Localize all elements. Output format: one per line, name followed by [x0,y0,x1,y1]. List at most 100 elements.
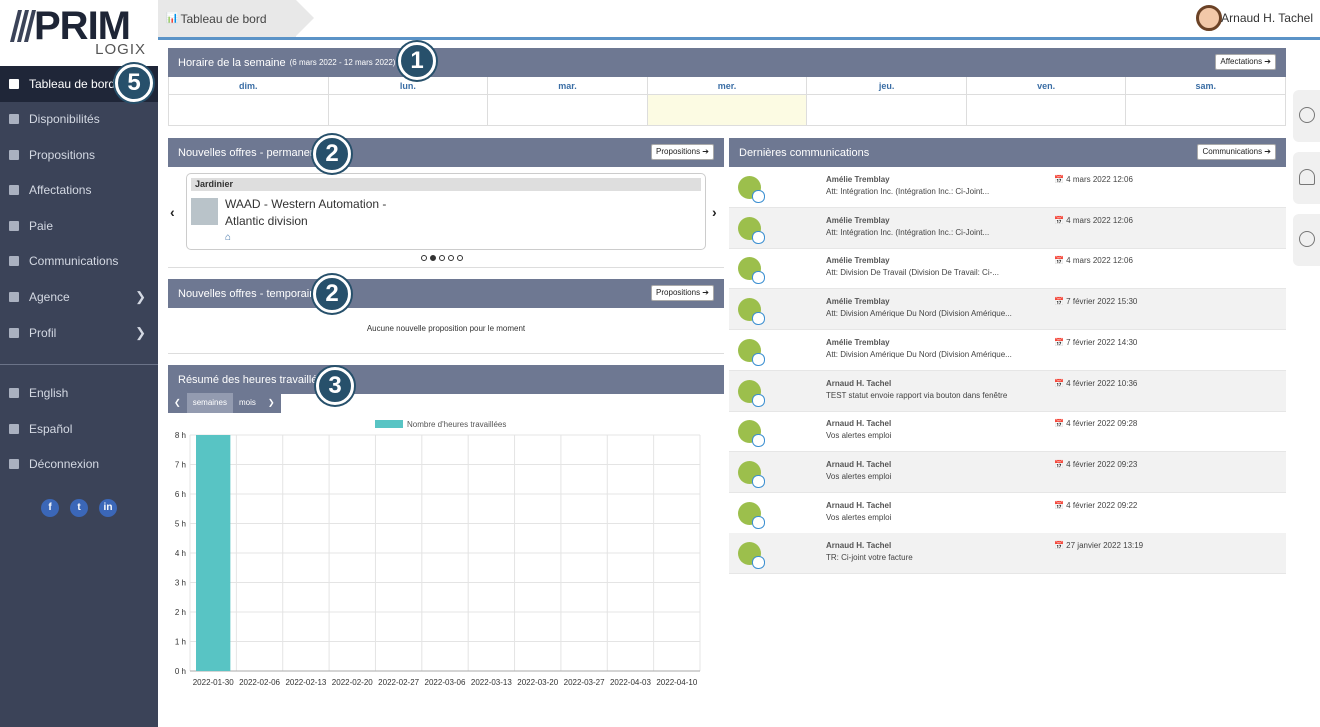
day-name: mar. [488,77,647,95]
assignments-button[interactable]: Affectations ➔ [1215,54,1276,70]
sidebar-item-pay[interactable]: Paie [0,208,158,244]
sidebar-item-proposals[interactable]: Propositions [0,137,158,173]
communications-button[interactable]: Communications ➔ [1197,144,1276,160]
email-icon [738,257,765,285]
y-tick-label: 4 h [175,549,186,558]
legend-swatch [375,420,403,428]
carousel-dot[interactable] [448,255,454,261]
notifications-button[interactable] [1293,152,1320,204]
next-period-icon[interactable]: ❯ [261,393,281,413]
offer-card[interactable]: Jardinier WAAD - Western Automation - At… [186,173,706,250]
message-row[interactable]: Amélie Tremblay Att: Intégration Inc. (In… [729,167,1286,208]
message-date: 📅 4 mars 2022 12:06 [1054,215,1133,225]
empty-message: Aucune nouvelle proposition pour le mome… [366,324,526,333]
x-tick-label: 2022-04-10 [656,678,697,687]
message-date: 📅 4 février 2022 09:28 [1054,419,1138,429]
prev-period-icon[interactable]: ❮ [168,393,187,413]
building-icon [9,292,19,302]
message-row[interactable]: Amélie Tremblay Att: Intégration Inc. (In… [729,207,1286,249]
message-sender: Amélie Tremblay [826,297,890,307]
x-tick-label: 2022-02-13 [285,678,326,687]
message-row[interactable]: Arnaud H. Tachel Vos alertes emploi 📅 4 fé… [729,451,1286,493]
day-column[interactable]: ven. [966,77,1127,125]
day-column[interactable]: sam. [1126,77,1286,125]
sidebar-item-agency[interactable]: Agence ❯ [0,279,158,315]
sidebar-item-label: Español [29,422,73,436]
carousel-dots[interactable] [421,255,463,261]
prim-logix-logo[interactable]: PRIM LOGIX [0,0,158,66]
sidebar-item-assignments[interactable]: Affectations [0,172,158,208]
message-row[interactable]: Arnaud H. Tachel Vos alertes emploi 📅 4 fé… [729,411,1286,453]
divider [168,353,724,354]
proposals-button[interactable]: Propositions ➔ [651,285,714,301]
message-row[interactable]: Arnaud H. Tachel Vos alertes emploi 📅 4 fé… [729,493,1286,534]
weeks-toggle[interactable]: semaines [186,393,233,413]
callout-badge: 2 [313,135,351,173]
message-subject: TR: Ci-joint votre facture [826,553,913,563]
message-sender: Arnaud H. Tachel [826,541,892,551]
dollar-icon [9,221,19,231]
proposals-button[interactable]: Propositions ➔ [651,144,714,160]
carousel-prev-icon[interactable]: ‹ [170,204,175,220]
y-tick-label: 7 h [175,461,186,470]
message-row[interactable]: Arnaud H. Tachel TR: Ci-joint votre factu… [729,533,1286,575]
email-icon [738,338,765,366]
message-subject: Att: Division De Travail (Division De Tr… [826,268,999,278]
months-toggle[interactable]: mois [232,393,262,413]
breadcrumb[interactable]: 📊 Tableau de bord [158,0,314,37]
bell-icon [1299,169,1315,185]
message-date: 📅 4 février 2022 10:36 [1054,378,1138,388]
sidebar: PRIM LOGIX Tableau de bord Disponibilité… [0,0,158,727]
history-button[interactable] [1293,90,1320,142]
sidebar-item-label: Profil [29,326,57,340]
carousel-dot[interactable] [439,255,445,261]
sidebar-item-availability[interactable]: Disponibilités [0,101,158,137]
carousel-dot[interactable] [457,255,463,261]
message-subject: Att: Division Amérique Du Nord (Division… [826,309,1012,319]
globe-icon [9,424,19,434]
message-subject: Att: Division Amérique Du Nord (Division… [826,349,1012,359]
message-row[interactable]: Amélie Tremblay Att: Division Amérique Du… [729,289,1286,331]
social-links: f t in [41,499,117,517]
user-name[interactable]: Arnaud H. Tachel [1221,11,1313,25]
temporary-offers-header: Nouvelles offres - temporaire Propositio… [168,279,724,308]
message-sender: Amélie Tremblay [826,256,890,266]
message-row[interactable]: Amélie Tremblay Att: Division Amérique Du… [729,330,1286,371]
day-column[interactable]: jeu. [807,77,967,125]
sidebar-item-communications[interactable]: Communications [0,243,158,279]
chat-icon [9,256,19,266]
avatar[interactable] [1196,5,1222,31]
message-date: 📅 27 janvier 2022 13:19 [1054,541,1144,551]
sidebar-item-logout[interactable]: Déconnexion [0,446,158,482]
day-column[interactable]: mar. [488,77,648,125]
message-row[interactable]: Arnaud H. Tachel TEST statut envoie rappo… [729,370,1286,412]
day-column-today[interactable]: mer. [647,77,808,125]
twitter-icon[interactable]: t [70,499,88,517]
logo-bars-icon [10,10,36,42]
help-button[interactable] [1293,214,1320,266]
message-row[interactable]: Amélie Tremblay Att: Division De Travail … [729,248,1286,290]
carousel-dot[interactable] [421,255,427,261]
linkedin-icon[interactable]: in [99,499,117,517]
logout-icon [9,459,19,469]
breadcrumb-chart-icon: 📊 [166,13,179,24]
day-column[interactable]: lun. [328,77,489,125]
carousel-next-icon[interactable]: › [712,204,717,220]
day-column[interactable]: dim. [169,77,329,125]
sidebar-item-spanish[interactable]: Español [0,411,158,447]
home-icon[interactable]: ⌂ [225,232,232,243]
x-tick-label: 2022-02-27 [378,678,419,687]
carousel-dot-active[interactable] [430,255,436,261]
y-tick-label: 8 h [175,431,186,440]
facebook-icon[interactable]: f [41,499,59,517]
hours-summary-title: Résumé des heures travaillées [178,373,330,386]
sidebar-item-profile[interactable]: Profil ❯ [0,315,158,351]
message-sender: Amélie Tremblay [826,215,890,225]
email-icon [738,501,765,529]
sidebar-item-english[interactable]: English [0,375,158,411]
chevron-right-icon: ❯ [135,325,146,340]
hours-summary-header: Résumé des heures travaillées [168,365,724,394]
bar-chart-icon [9,79,19,89]
sidebar-item-label: Communications [29,254,119,268]
x-tick-label: 2022-03-27 [564,678,605,687]
